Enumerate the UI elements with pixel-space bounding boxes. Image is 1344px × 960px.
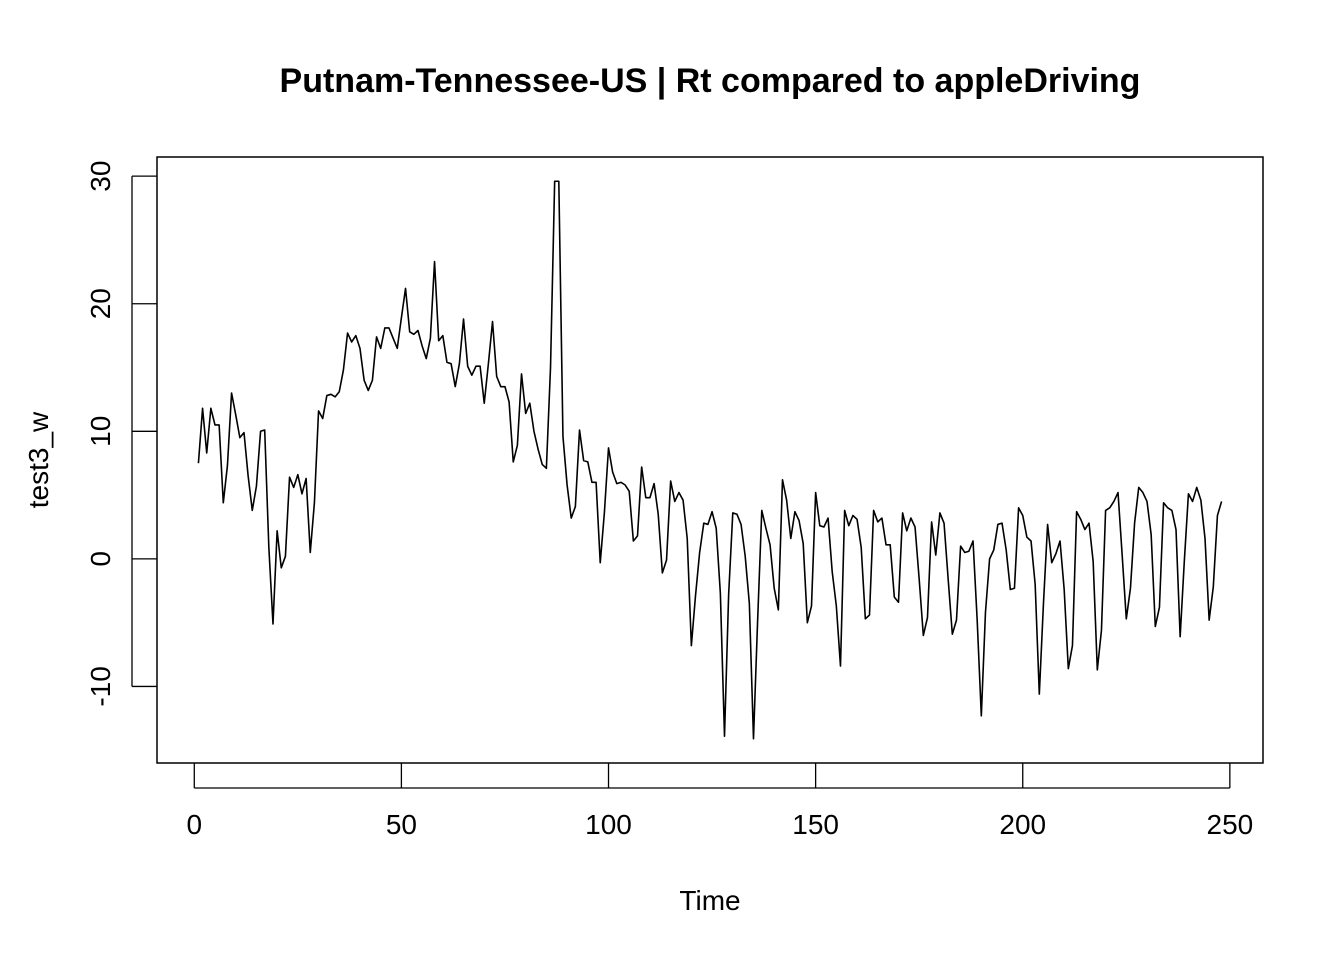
x-tick-label: 150 [792,809,839,840]
x-axis-label: Time [679,885,740,916]
y-tick-label: 10 [85,416,116,447]
y-tick-label: 20 [85,288,116,319]
y-tick-label: 30 [85,161,116,192]
x-tick-label: 100 [585,809,632,840]
x-tick-label: 250 [1207,809,1254,840]
series-line [197,180,1223,740]
y-tick-label: -10 [85,666,116,706]
x-axis: 0 50 100 150 200 250 [186,763,1253,840]
x-tick-label: 50 [386,809,417,840]
x-tick-label: 200 [999,809,1046,840]
plot-frame [156,156,1264,764]
y-tick-label: 0 [85,551,116,567]
y-axis-label: test3_w [23,411,54,508]
y-axis: -10 0 10 20 30 [85,161,157,707]
chart-title: Putnam-Tennessee-US | Rt compared to app… [280,62,1141,100]
x-tick-label: 0 [186,809,202,840]
